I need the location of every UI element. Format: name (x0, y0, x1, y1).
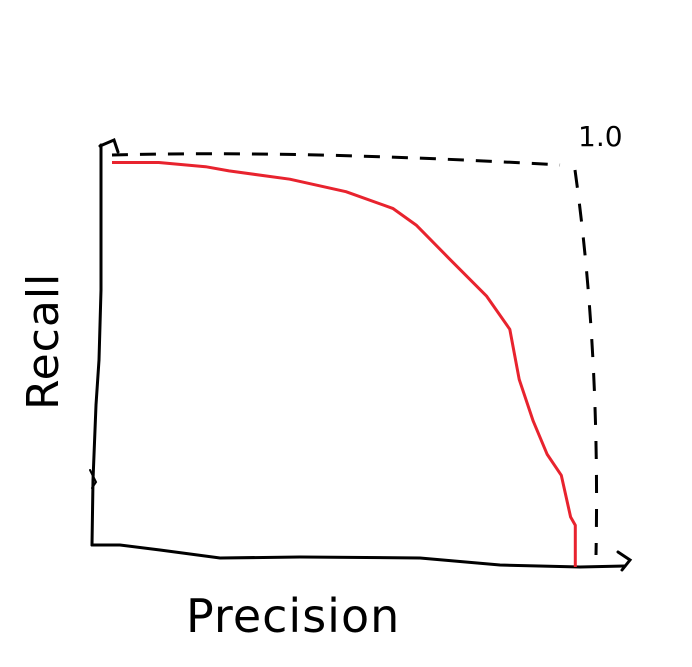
y-max-tick-label: 1.0 (578, 120, 623, 153)
x-axis-label: Precision (186, 589, 400, 643)
x-axis-line (90, 543, 627, 569)
x-axis-arrow (616, 550, 633, 572)
y-axis-label: Recall (18, 273, 69, 410)
y-axis-nick (89, 469, 98, 489)
y-axis-line (90, 143, 103, 547)
upper-bound-dashed-line (111, 152, 561, 167)
series-curve-line (112, 161, 577, 567)
right-bound-dashed-line (573, 169, 599, 556)
series-points (111, 162, 576, 568)
y-axis-arrow (98, 137, 120, 154)
